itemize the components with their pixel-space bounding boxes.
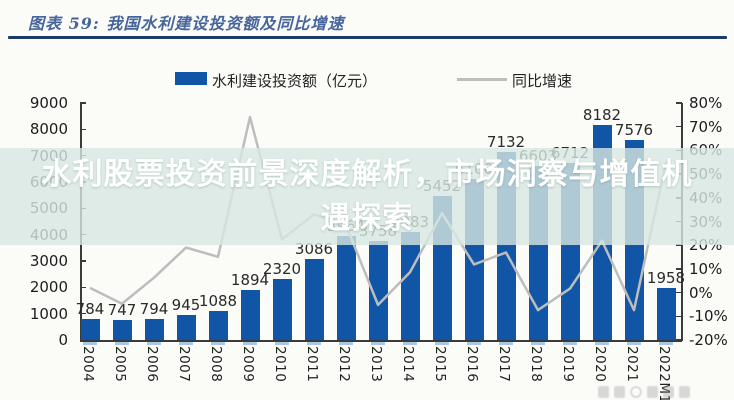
right-axis-tick	[676, 315, 682, 318]
x-axis-tick-dash	[307, 341, 321, 345]
left-axis-tick	[80, 128, 86, 131]
x-axis-category-label: 2015	[432, 346, 448, 383]
left-axis-tick	[80, 260, 86, 262]
x-axis-category-label: 2005	[112, 346, 128, 383]
left-axis-tick	[80, 286, 86, 289]
x-axis-category-label: 2013	[368, 346, 384, 383]
bar-value-label: 2320	[262, 259, 302, 278]
left-axis-tick-label: 0	[58, 331, 68, 349]
x-axis-category-label: 2011	[304, 346, 320, 383]
x-axis-tick-dash	[499, 341, 513, 345]
legend-bar-label: 水利建设投资额（亿元）	[212, 72, 378, 90]
header-divider	[8, 36, 727, 39]
left-axis-tick-label: 9000	[29, 94, 68, 112]
x-axis-tick-dash	[531, 341, 545, 345]
left-axis-tick-label: 1000	[29, 304, 68, 323]
legend-line-label: 同比增速	[512, 72, 573, 90]
bar	[656, 288, 676, 340]
x-axis-tick-dash	[627, 341, 641, 345]
left-axis-tick	[80, 312, 86, 315]
x-axis-tick-dash	[435, 341, 449, 345]
bar	[112, 320, 132, 340]
bar-value-label: 1958	[646, 269, 686, 288]
overlay-banner: 水利股票投资前景深度解析，市场洞察与增值机 遇探索	[0, 148, 734, 245]
right-axis-tick	[676, 268, 682, 270]
x-axis-tick-dash	[371, 341, 385, 345]
x-axis-category-label: 2010	[272, 346, 288, 383]
right-axis-tick-label: -10%	[689, 307, 728, 326]
x-axis-tick-dash	[243, 341, 257, 345]
bar-value-label: 7576	[614, 121, 654, 140]
bar	[80, 319, 100, 340]
bar	[368, 241, 388, 340]
bar-value-label: 1088	[198, 292, 238, 311]
right-axis-tick	[676, 102, 682, 104]
right-axis-tick-label: 70%	[689, 117, 723, 136]
x-axis-tick-dash	[563, 341, 577, 345]
left-axis-tick-label: 2000	[29, 278, 68, 297]
x-axis-category-label: 2017	[496, 346, 512, 383]
x-axis-tick-dash	[467, 341, 481, 345]
right-axis-tick-label: 0%	[689, 283, 713, 302]
overlay-text-line2: 遇探索	[320, 200, 414, 236]
right-axis-tick-label: 10%	[689, 259, 723, 278]
figure-title: 图表 59: 我国水利建设投资额及同比增速	[28, 14, 345, 33]
x-axis-tick-dash	[179, 341, 193, 345]
x-axis-category-label: 2016	[464, 346, 480, 383]
x-axis-category-label: 2019	[560, 346, 576, 383]
left-axis-tick	[80, 339, 86, 341]
bar	[144, 319, 164, 340]
x-axis-tick-dash	[403, 341, 417, 345]
x-axis-category-label: 2006	[144, 346, 160, 383]
x-axis-category-label: 2009	[240, 346, 256, 383]
x-axis-category-label: 2022M1	[656, 346, 672, 400]
bar	[176, 315, 196, 340]
x-axis-category-label: 2014	[400, 346, 416, 383]
x-axis-tick-dash	[147, 341, 161, 345]
x-axis-tick-dash	[211, 341, 225, 345]
x-axis-category-label: 2008	[208, 346, 224, 383]
x-axis-tick-dash	[83, 341, 97, 345]
x-axis	[80, 340, 682, 342]
right-axis-tick	[676, 244, 682, 246]
x-axis-category-label: 2021	[624, 346, 640, 383]
x-axis-tick-dash	[275, 341, 289, 345]
x-axis-category-label: 2018	[528, 346, 544, 383]
legend-bar-swatch	[175, 72, 207, 85]
watermark	[598, 386, 734, 400]
x-axis-tick-dash	[115, 341, 129, 345]
bar	[400, 232, 420, 340]
x-axis-tick-dash	[339, 341, 353, 345]
right-axis-tick-label: -20%	[689, 331, 728, 349]
right-axis-tick-label: 80%	[689, 94, 723, 112]
right-axis-tick	[676, 291, 682, 294]
x-axis-tick-dash	[659, 341, 673, 345]
bar	[208, 311, 228, 340]
x-axis-category-label: 2020	[592, 346, 608, 383]
overlay-text-line1: 水利股票投资前景深度解析，市场洞察与增值机	[41, 156, 693, 192]
left-axis-tick-label: 8000	[29, 120, 68, 139]
left-axis-tick	[80, 102, 86, 104]
x-axis-category-label: 2012	[336, 346, 352, 383]
x-axis-category-label: 2007	[176, 346, 192, 383]
left-axis-tick-label: 3000	[29, 252, 68, 270]
x-axis-category-label: 2004	[80, 346, 96, 383]
legend-line-swatch	[457, 78, 507, 81]
right-axis-tick	[676, 125, 682, 128]
x-axis-tick-dash	[595, 341, 609, 345]
right-axis-tick	[676, 339, 682, 341]
watermark-logo-icon	[630, 386, 642, 398]
